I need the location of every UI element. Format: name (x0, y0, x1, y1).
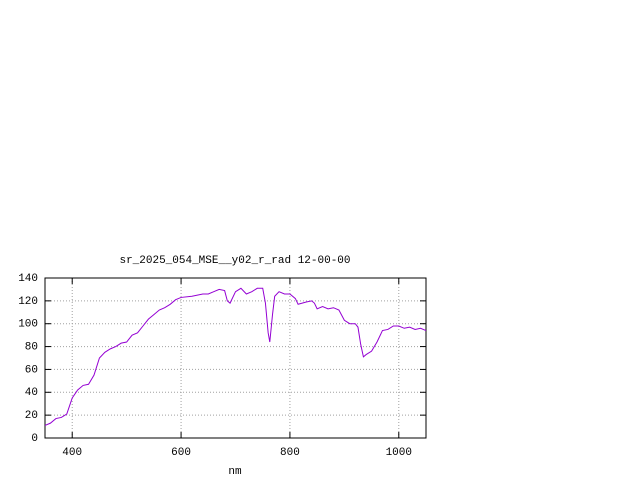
x-tick-label: 1000 (386, 447, 412, 459)
y-tick-label: 80 (25, 341, 38, 353)
y-tick-label: 40 (25, 387, 38, 399)
x-axis-label: nm (228, 466, 242, 478)
y-tick-label: 100 (18, 319, 38, 331)
y-tick-label: 60 (25, 364, 38, 376)
chart-title: sr_2025_054_MSE__y02_r_rad 12-00-00 (119, 255, 350, 267)
y-tick-label: 0 (31, 433, 38, 445)
plot-border (44, 277, 427, 439)
data-line (44, 287, 427, 426)
y-tick-label: 120 (18, 296, 38, 308)
x-tick-label: 400 (62, 447, 82, 459)
y-tick-label: 140 (18, 273, 38, 285)
y-tick-label: 20 (25, 410, 38, 422)
x-tick-label: 600 (171, 447, 191, 459)
x-tick-label: 800 (280, 447, 300, 459)
